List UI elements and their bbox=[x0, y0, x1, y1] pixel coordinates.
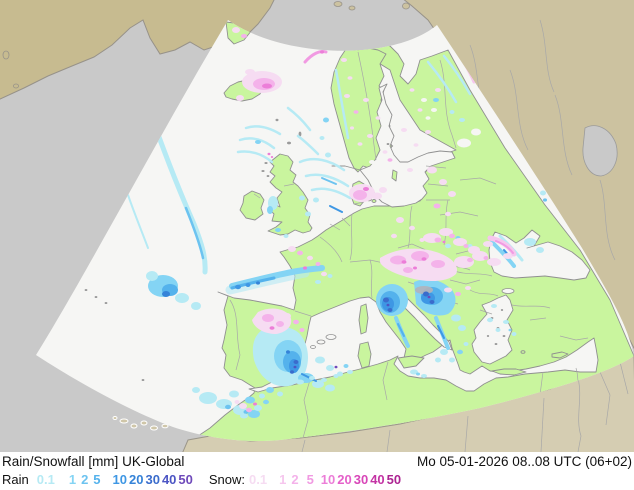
canary-islands bbox=[112, 416, 169, 431]
rain-scale-value: 50 bbox=[178, 472, 193, 487]
snow-scale-value: 10 bbox=[320, 472, 336, 487]
snow-scale: 0.1 1 2 5 10 20 30 40 50 bbox=[245, 472, 401, 487]
svalbard-island bbox=[333, 1, 343, 7]
greenland-island bbox=[2, 50, 10, 60]
snow-overlay bbox=[232, 27, 517, 413]
rain-scale-value: 5 bbox=[93, 472, 101, 487]
legend-scale-row: Rain 0.1 1 2 5 10 20 30 40 50 Snow: 0.1 1 2 5 10 20 30 40 5… bbox=[2, 472, 401, 488]
rain-scale-value: 40 bbox=[161, 472, 177, 487]
legend-datetime: Mo 05-01-2026 08..08 UTC (06+02) bbox=[417, 454, 632, 469]
lake-vanern bbox=[369, 160, 375, 164]
lake-ladoga bbox=[457, 138, 471, 148]
fan-domain bbox=[36, 20, 634, 442]
legend-model: UK-Global bbox=[122, 454, 185, 469]
danish-island bbox=[371, 199, 377, 203]
great-britain bbox=[267, 153, 313, 236]
rhodes bbox=[520, 350, 526, 354]
greenland-landmass bbox=[0, 0, 275, 100]
snow-scale-value: 2 bbox=[291, 472, 299, 487]
ireland bbox=[239, 190, 265, 221]
map-area bbox=[0, 0, 634, 452]
snow-scale-value: 40 bbox=[370, 472, 385, 487]
finnish-lake bbox=[425, 116, 431, 120]
snow-scale-label: Snow: bbox=[208, 472, 246, 487]
balearic-islands bbox=[310, 334, 337, 349]
legend-title: Rain/Snowfall bbox=[2, 454, 85, 469]
corsica bbox=[358, 303, 369, 335]
small-islands bbox=[84, 118, 506, 381]
baltic-sea bbox=[331, 83, 456, 208]
snow-scale-value: 20 bbox=[337, 472, 352, 487]
weather-map bbox=[0, 0, 634, 452]
cyprus bbox=[551, 351, 569, 359]
rain-scale-value: 1 bbox=[68, 472, 77, 487]
finnish-lake bbox=[421, 98, 427, 102]
arctic-island bbox=[402, 2, 410, 10]
snow-scale-value: 5 bbox=[306, 472, 314, 487]
rain-scale: 0.1 1 2 5 10 20 30 40 50 bbox=[29, 472, 193, 487]
snow-scale-value: 30 bbox=[353, 472, 369, 487]
snow-scale-value: 1 bbox=[279, 472, 287, 487]
rain-scale-value: 2 bbox=[81, 472, 89, 487]
rain-scale-value: 30 bbox=[145, 472, 160, 487]
sea-of-marmara bbox=[501, 288, 515, 294]
gotland-island bbox=[391, 169, 398, 182]
legend-units: [mm] bbox=[88, 454, 119, 469]
lake-onega bbox=[471, 128, 481, 136]
sicily bbox=[397, 355, 425, 369]
legend-bar: Rain/Snowfall [mm] UK-Global Mo 05-01-20… bbox=[0, 452, 634, 490]
rain-scale-value: 20 bbox=[129, 472, 144, 487]
legend-title-row: Rain/Snowfall [mm] UK-Global Mo 05-01-20… bbox=[2, 454, 632, 470]
finnish-lake bbox=[431, 108, 437, 112]
greenland-island bbox=[13, 83, 19, 89]
snow-scale-value: 0.1 bbox=[249, 472, 268, 487]
svalbard-island bbox=[348, 5, 356, 11]
rain-scale-value: 10 bbox=[112, 472, 127, 487]
aegean-sea bbox=[471, 294, 514, 365]
white-sea-lake bbox=[582, 125, 618, 177]
rain-scale-value: 0.1 bbox=[36, 472, 55, 487]
africa-borders bbox=[301, 361, 629, 452]
sardinia bbox=[357, 341, 372, 369]
snow-scale-value: 50 bbox=[386, 472, 402, 487]
rain-scale-label: Rain bbox=[2, 472, 29, 487]
crete bbox=[491, 368, 527, 376]
